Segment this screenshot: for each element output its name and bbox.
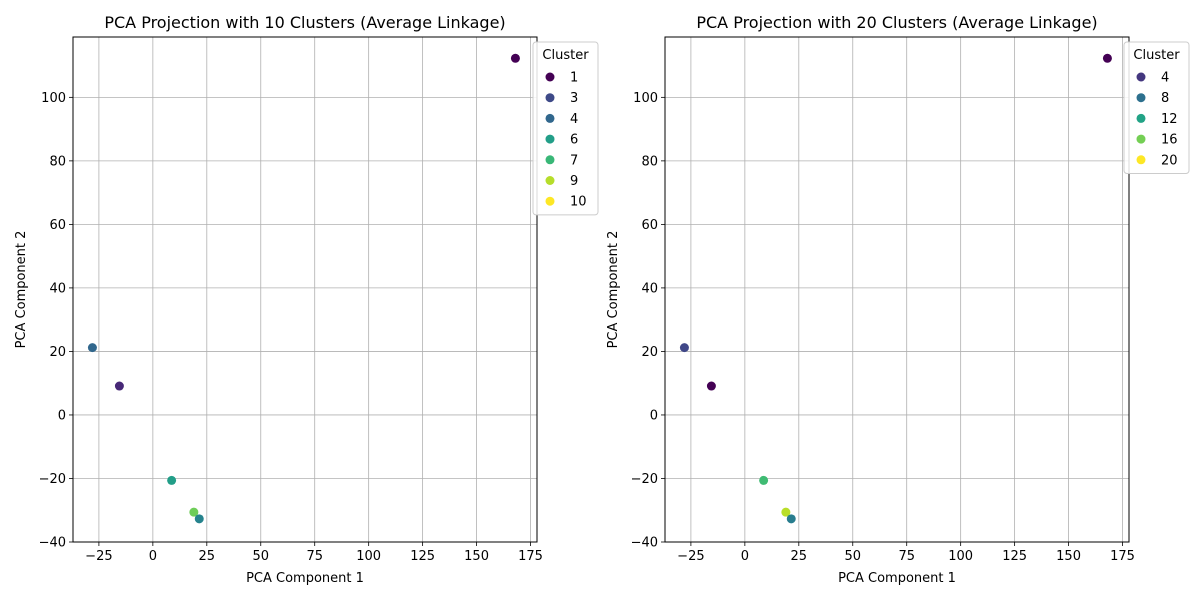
legend-marker <box>1136 113 1146 123</box>
legend-label: 7 <box>570 153 578 168</box>
x-tick-label: 175 <box>518 549 543 564</box>
legend-label: 4 <box>570 112 578 127</box>
legend-title: Cluster <box>1133 48 1180 63</box>
data-point <box>194 514 204 524</box>
x-axis-label: PCA Component 1 <box>246 571 364 586</box>
x-tick-label: 150 <box>464 549 489 564</box>
legend-marker <box>545 72 555 82</box>
y-tick-label: 40 <box>49 281 66 296</box>
data-point <box>87 343 97 353</box>
y-tick-label: 100 <box>633 91 658 106</box>
x-tick-label: 125 <box>1002 549 1027 564</box>
y-tick-label: 40 <box>641 281 658 296</box>
x-tick-label: 50 <box>844 549 861 564</box>
legend-label: 6 <box>570 133 578 148</box>
x-tick-label: 25 <box>791 549 808 564</box>
y-tick-label: 0 <box>58 408 66 423</box>
y-tick-label: −20 <box>39 472 66 487</box>
data-point <box>167 475 177 485</box>
y-tick-label: −40 <box>631 536 658 551</box>
data-point <box>114 381 124 391</box>
chart-left: −25 0 25 50 75 100 125 150 175 −40 −20 0 20 40 60 80 100… <box>14 13 599 586</box>
legend-label: 10 <box>570 195 587 210</box>
data-point <box>1102 53 1112 63</box>
y-tick-label: 60 <box>641 218 658 233</box>
x-tick-label: 0 <box>149 549 157 564</box>
data-point <box>679 343 689 353</box>
legend-label: 8 <box>1161 91 1169 106</box>
data-point <box>706 381 716 391</box>
chart-right: −25 0 25 50 75 100 125 150 175 −40 −20 0 20 40 60 80 100… <box>606 13 1190 586</box>
chart-title: PCA Projection with 10 Clusters (Average… <box>104 13 505 32</box>
legend-marker <box>545 196 555 206</box>
x-tick-label: 75 <box>898 549 915 564</box>
y-tick-label: 0 <box>650 408 658 423</box>
x-tick-label: −25 <box>85 549 112 564</box>
x-tick-label: 100 <box>356 549 381 564</box>
legend-label: 12 <box>1161 112 1178 127</box>
y-axis-label: PCA Component 2 <box>14 231 29 349</box>
y-tick-label: 60 <box>49 218 66 233</box>
axes-frame <box>72 36 538 543</box>
x-tick-label: 0 <box>741 549 749 564</box>
legend-box <box>532 41 599 216</box>
legend-marker <box>545 93 555 103</box>
axes-frame <box>664 36 1130 543</box>
x-tick-label: 175 <box>1110 549 1135 564</box>
x-axis-label: PCA Component 1 <box>838 571 956 586</box>
legend-marker <box>545 134 555 144</box>
chart-title: PCA Projection with 20 Clusters (Average… <box>696 13 1097 32</box>
legend: Cluster 1 3 4 6 7 9 10 <box>532 41 599 216</box>
legend-label: 1 <box>570 71 578 86</box>
data-point <box>786 514 796 524</box>
legend-title: Cluster <box>542 48 589 63</box>
data-point <box>781 507 791 517</box>
x-tick-label: 75 <box>306 549 323 564</box>
y-tick-label: 80 <box>49 154 66 169</box>
y-tick-label: −40 <box>39 536 66 551</box>
x-tick-label: 25 <box>199 549 216 564</box>
data-point <box>759 475 769 485</box>
x-tick-label: −25 <box>677 549 704 564</box>
y-tick-label: 20 <box>641 345 658 360</box>
y-tick-label: 80 <box>641 154 658 169</box>
legend: Cluster 4 8 12 16 20 <box>1123 41 1190 174</box>
x-tick-label: 100 <box>948 549 973 564</box>
legend-label: 4 <box>1161 71 1169 86</box>
y-tick-label: −20 <box>631 472 658 487</box>
legend-marker <box>1136 134 1146 144</box>
legend-marker <box>545 155 555 165</box>
legend-label: 16 <box>1161 133 1178 148</box>
x-tick-label: 150 <box>1056 549 1081 564</box>
legend-marker <box>1136 72 1146 82</box>
legend-marker <box>1136 155 1146 165</box>
data-point <box>510 53 520 63</box>
legend-label: 3 <box>570 91 578 106</box>
legend-marker <box>545 113 555 123</box>
x-tick-label: 125 <box>410 549 435 564</box>
legend-label: 9 <box>570 174 578 189</box>
x-tick-label: 50 <box>252 549 269 564</box>
y-tick-label: 20 <box>49 345 66 360</box>
legend-label: 20 <box>1161 153 1178 168</box>
y-tick-label: 100 <box>41 91 66 106</box>
data-point <box>189 507 199 517</box>
legend-marker <box>1136 93 1146 103</box>
y-axis-label: PCA Component 2 <box>606 231 621 349</box>
legend-marker <box>545 176 555 185</box>
